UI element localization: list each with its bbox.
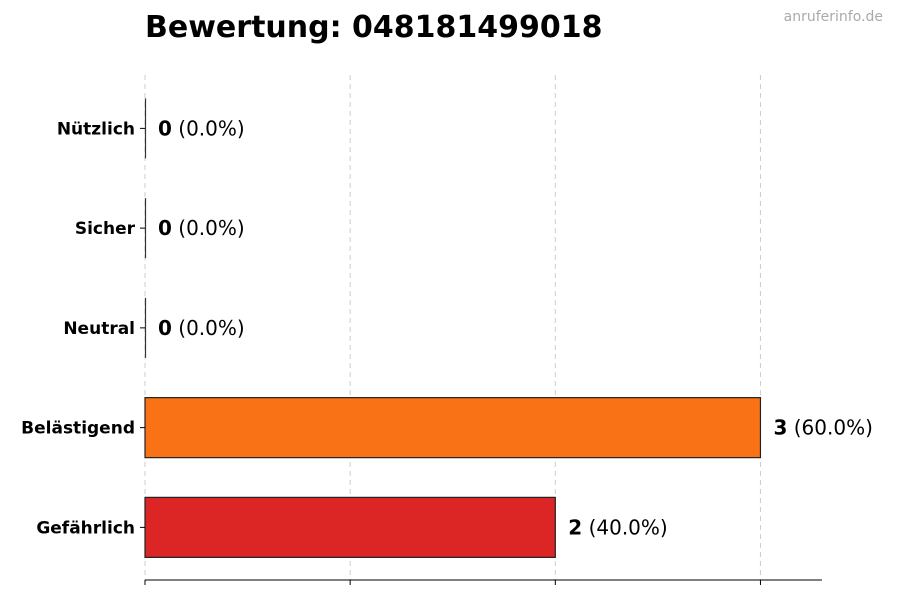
bar-4 — [144, 496, 556, 558]
category-label-1: Sicher — [75, 219, 136, 239]
value-label-0: 0 (0.0%) — [158, 116, 245, 140]
category-label-4: Gefährlich — [36, 518, 135, 538]
value-label-4: 2 (40.0%) — [568, 515, 667, 539]
value-label-2: 0 (0.0%) — [158, 316, 245, 340]
watermark: anruferinfo.de — [783, 9, 883, 25]
value-label-3: 3 (60.0%) — [773, 416, 872, 440]
category-label-2: Neutral — [63, 319, 135, 339]
value-label-1: 0 (0.0%) — [158, 216, 245, 240]
category-label-3: Belästigend — [21, 419, 135, 439]
category-label-0: Nützlich — [57, 119, 135, 139]
bars — [144, 98, 762, 558]
bar-3 — [144, 397, 762, 459]
axes — [140, 127, 822, 585]
labels: Nützlich 0 (0.0%) Sicher 0 (0.0%) Neutral 0 (… — [21, 116, 873, 539]
chart-title: Bewertung: 048181499018 — [145, 10, 603, 45]
